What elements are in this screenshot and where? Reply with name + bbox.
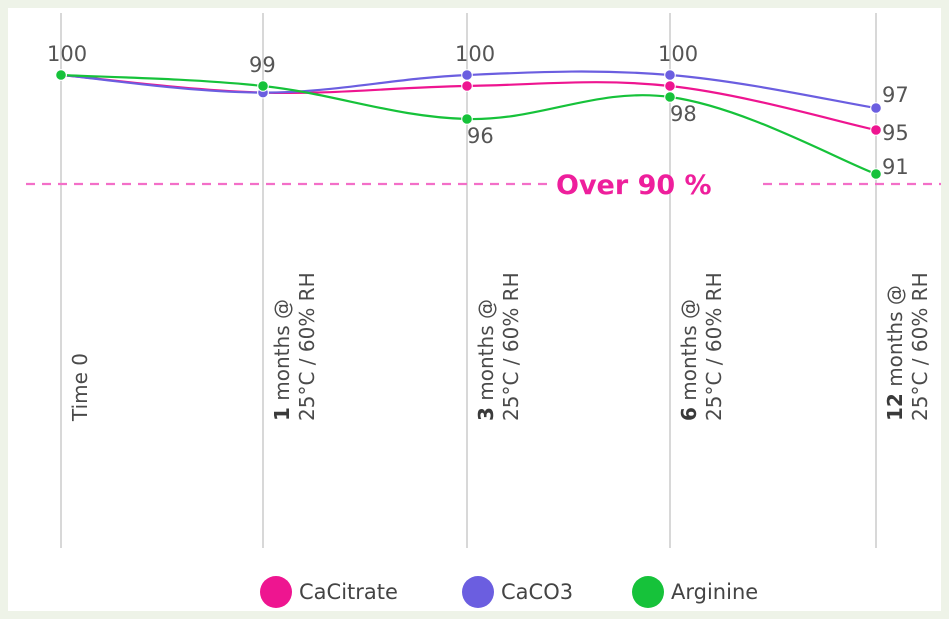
- data-label-0: 100: [47, 42, 87, 66]
- data-point-cacitrate-2: [461, 80, 473, 92]
- x-tick-label-line2: 25°C / 60% RH: [295, 272, 319, 421]
- x-tick-label-text: months @: [677, 299, 701, 407]
- x-tick-label-1: 1 months @25°C / 60% RH: [270, 272, 319, 421]
- x-tick-label-line2: 25°C / 60% RH: [702, 272, 726, 421]
- legend-swatch-arginine: [632, 576, 664, 608]
- x-tick-label-text: Time 0: [68, 353, 92, 422]
- x-tick-label-line1: 1 months @: [270, 299, 294, 421]
- x-tick-label-text: months @: [883, 285, 907, 393]
- x-tick-label-number: 12: [883, 393, 907, 421]
- x-tick-label-line1: Time 0: [68, 353, 92, 422]
- x-tick-label-line1: 6 months @: [677, 299, 701, 421]
- data-point-arginine-4: [870, 168, 882, 180]
- x-tick-label-3: 6 months @25°C / 60% RH: [677, 272, 726, 421]
- data-label-6: 97: [882, 83, 909, 107]
- data-point-caco3-3: [664, 69, 676, 81]
- x-tick-label-2: 3 months @25°C / 60% RH: [474, 272, 523, 421]
- data-label-1: 99: [249, 53, 276, 77]
- data-label-2: 100: [455, 42, 495, 66]
- x-tick-label-number: 1: [270, 407, 294, 421]
- data-point-arginine-1: [257, 80, 269, 92]
- x-tick-label-line2: 25°C / 60% RH: [499, 272, 523, 421]
- x-tick-label-line1: 3 months @: [474, 299, 498, 421]
- legend-label-arginine: Arginine: [671, 580, 758, 604]
- x-tick-label-4: 12 months @25°C / 60% RH: [883, 272, 932, 421]
- data-label-8: 91: [882, 155, 909, 179]
- data-point-arginine-0: [55, 69, 67, 81]
- data-point-arginine-2: [461, 113, 473, 125]
- x-tick-label-0: Time 0: [68, 353, 92, 422]
- data-label-5: 98: [670, 102, 697, 126]
- data-point-caco3-2: [461, 69, 473, 81]
- x-tick-label-number: 6: [677, 407, 701, 421]
- legend-swatch-caco3: [462, 576, 494, 608]
- x-tick-label-line2: 25°C / 60% RH: [908, 272, 932, 421]
- legend-label-caco3: CaCO3: [501, 580, 573, 604]
- legend-swatch-cacitrate: [260, 576, 292, 608]
- x-tick-label-text: months @: [270, 299, 294, 407]
- threshold-label: Over 90 %: [556, 170, 712, 201]
- legend-label-cacitrate: CaCitrate: [299, 580, 398, 604]
- data-point-arginine-3: [664, 91, 676, 103]
- data-point-cacitrate-3: [664, 80, 676, 92]
- data-label-7: 95: [882, 121, 909, 145]
- data-point-caco3-4: [870, 102, 882, 114]
- x-tick-label-text: months @: [474, 299, 498, 407]
- x-tick-label-line1: 12 months @: [883, 285, 907, 421]
- x-tick-label-number: 3: [474, 407, 498, 421]
- data-point-cacitrate-4: [870, 124, 882, 136]
- data-label-4: 100: [658, 42, 698, 66]
- data-label-3: 96: [467, 124, 494, 148]
